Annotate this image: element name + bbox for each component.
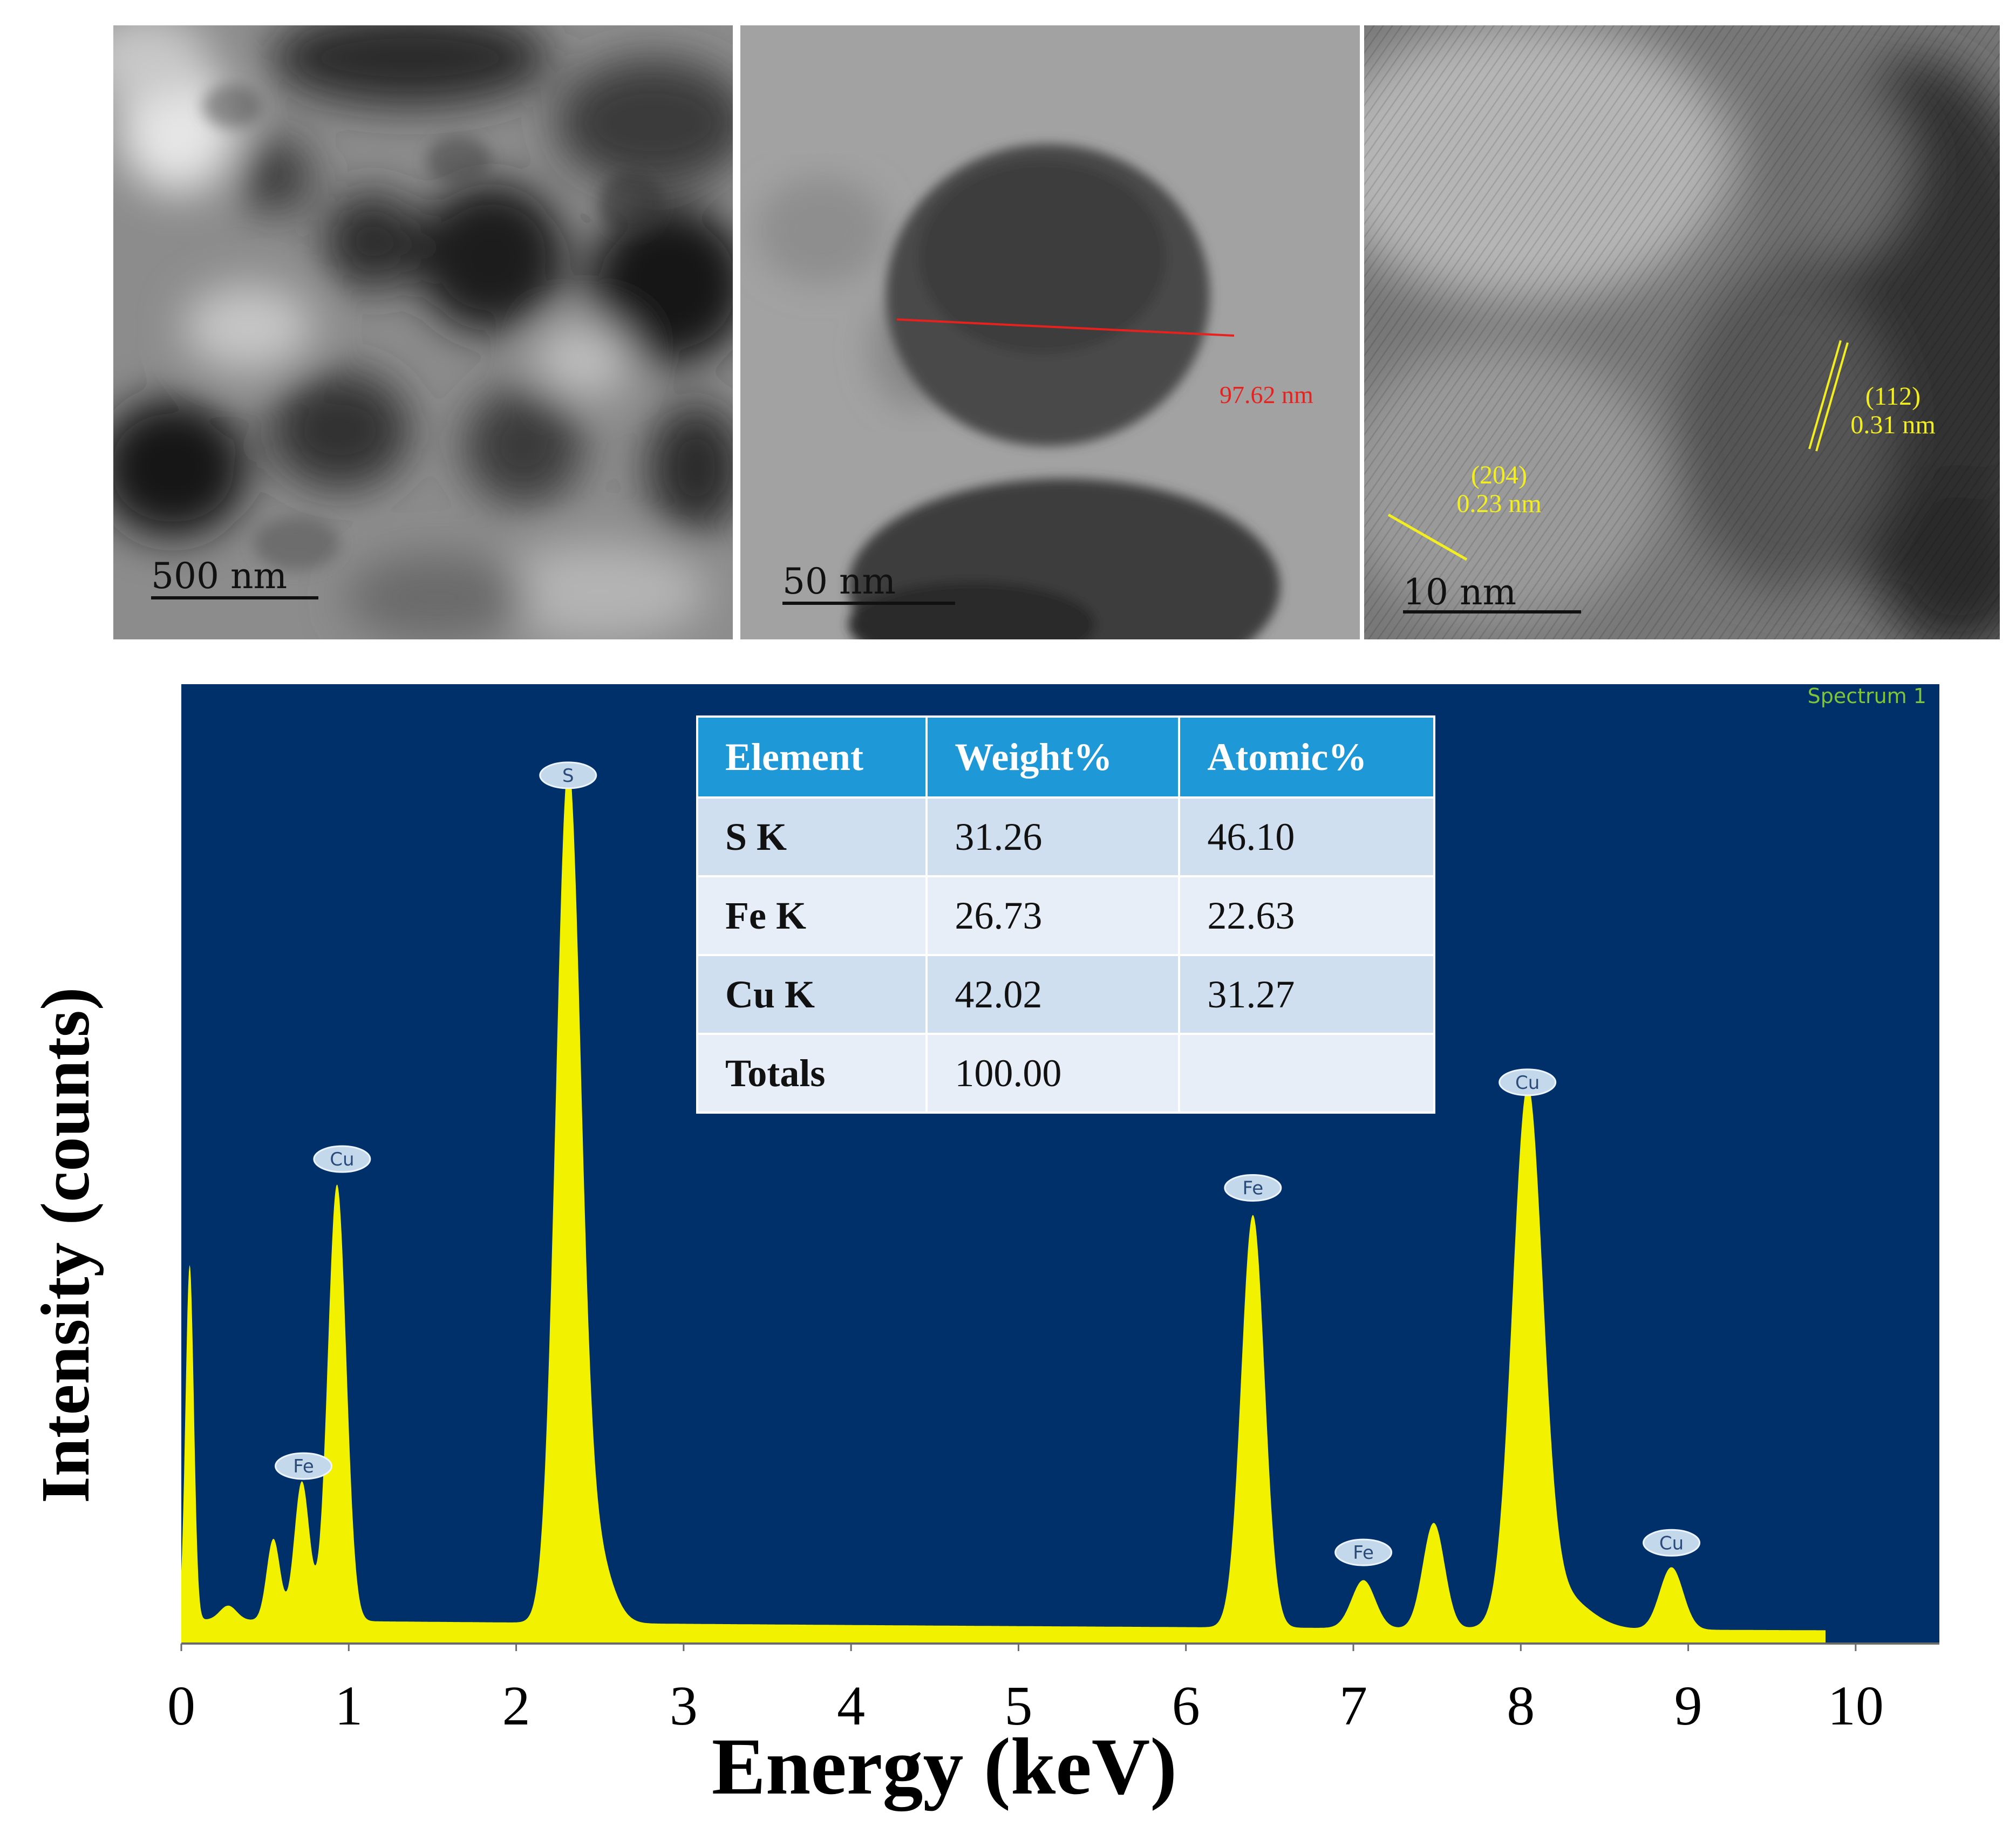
peak-label-badge bbox=[313, 1145, 371, 1173]
peak-label-text: Fe bbox=[293, 1456, 314, 1477]
table-header-row: Element Weight% Atomic% bbox=[696, 715, 1435, 799]
peak-label-badge bbox=[539, 761, 597, 789]
diameter-label: 97.62 nm bbox=[1220, 381, 1313, 408]
y-axis-title-text: Intensity (counts) bbox=[27, 987, 104, 1504]
scale-bar-label: 50 nm bbox=[782, 561, 896, 602]
fringe-label-112: (112) 0.31 nm bbox=[1823, 382, 1963, 440]
tem-texture-2 bbox=[740, 25, 1360, 639]
diameter-measure-line bbox=[896, 318, 1235, 337]
peak-label: Cu bbox=[1643, 1529, 1701, 1557]
peak-label: Cu bbox=[1499, 1068, 1557, 1096]
peak-label: Fe bbox=[275, 1452, 333, 1480]
peak-labels: Cu Fe S Fe Fe Cu Cu bbox=[275, 761, 1701, 1566]
table-cell-weight: 100.00 bbox=[925, 1033, 1181, 1114]
peak-label-badge bbox=[275, 1452, 333, 1480]
peak-label: Fe bbox=[1334, 1538, 1393, 1566]
scale-bar bbox=[151, 596, 318, 599]
table-cell-weight: 26.73 bbox=[925, 875, 1181, 956]
tem-texture-3 bbox=[1364, 25, 2000, 639]
fringe-spacing-023: 0.23 nm bbox=[1456, 489, 1542, 518]
peak-label-badge bbox=[1499, 1068, 1557, 1096]
tem-image-single-particle: 97.62 nm 50 nm bbox=[740, 25, 1360, 639]
x-ticks: 0 1 2 3 4 5 6 7 8 9 10 bbox=[167, 1644, 1884, 1737]
peak-label-badge bbox=[1224, 1174, 1282, 1202]
fringe-line-112-a bbox=[1808, 340, 1842, 449]
peak-label-text: Cu bbox=[330, 1149, 354, 1170]
spectrum-label: Spectrum 1 bbox=[1807, 684, 1926, 708]
peak-label: Cu bbox=[313, 1145, 371, 1173]
x-tick-label: 1 bbox=[335, 1675, 363, 1737]
peak-label-text: Fe bbox=[1353, 1542, 1374, 1564]
x-tick-label: 0 bbox=[167, 1675, 195, 1737]
table-row: Cu K 42.02 31.27 bbox=[696, 954, 1435, 1035]
table-header-atomic: Atomic% bbox=[1178, 715, 1435, 799]
table-cell-atomic: 46.10 bbox=[1178, 796, 1435, 877]
fringe-spacing-031: 0.31 nm bbox=[1850, 410, 1936, 439]
table-row: Fe K 26.73 22.63 bbox=[696, 875, 1435, 956]
table-header-element: Element bbox=[696, 715, 928, 799]
peak-label: Fe bbox=[1224, 1174, 1282, 1202]
scale-bar bbox=[782, 602, 955, 605]
table-cell-weight: 31.26 bbox=[925, 796, 1181, 877]
scale-bar bbox=[1403, 610, 1581, 613]
fringe-line-112-b bbox=[1815, 342, 1849, 452]
x-tick-label: 10 bbox=[1828, 1675, 1884, 1737]
x-tick-label: 5 bbox=[1004, 1675, 1032, 1737]
table-cell-element: S K bbox=[696, 796, 928, 877]
scale-bar-label: 10 nm bbox=[1403, 571, 1517, 613]
x-tick-label: 6 bbox=[1172, 1675, 1200, 1737]
table-cell-element: Fe K bbox=[696, 875, 928, 956]
tem-texture-1 bbox=[113, 25, 733, 639]
peak-label-badge bbox=[1643, 1529, 1701, 1557]
fringe-plane-204: (204) bbox=[1471, 461, 1527, 489]
x-tick-label: 7 bbox=[1339, 1675, 1367, 1737]
table-cell-atomic bbox=[1178, 1033, 1435, 1114]
table-cell-atomic: 22.63 bbox=[1178, 875, 1435, 956]
fringe-plane-112: (112) bbox=[1865, 382, 1921, 411]
table-header-weight: Weight% bbox=[925, 715, 1181, 799]
fringe-label-204: (204) 0.23 nm bbox=[1429, 461, 1569, 519]
table-cell-weight: 42.02 bbox=[925, 954, 1181, 1035]
x-tick-label: 3 bbox=[670, 1675, 698, 1737]
table-row: S K 31.26 46.10 bbox=[696, 796, 1435, 877]
table-cell-element: Totals bbox=[696, 1033, 928, 1114]
peak-label-text: Cu bbox=[1659, 1532, 1684, 1554]
x-axis-title: Energy (keV) bbox=[711, 1722, 1177, 1811]
x-tick-label: 8 bbox=[1507, 1675, 1535, 1737]
peak-label-text: Cu bbox=[1515, 1072, 1540, 1094]
tem-image-low-magnification: 500 nm bbox=[113, 25, 733, 639]
x-tick-label: 9 bbox=[1674, 1675, 1702, 1737]
peak-label-badge bbox=[1334, 1538, 1393, 1566]
x-tick-label: 4 bbox=[837, 1675, 865, 1737]
table-cell-atomic: 31.27 bbox=[1178, 954, 1435, 1035]
table-cell-element: Cu K bbox=[696, 954, 928, 1035]
spectrum-area bbox=[181, 762, 1826, 1644]
fringe-line-204 bbox=[1387, 513, 1468, 561]
table-row: Totals 100.00 bbox=[696, 1033, 1435, 1114]
scale-bar-label: 500 nm bbox=[151, 555, 288, 597]
peak-label-text: S bbox=[562, 765, 574, 787]
x-tick-label: 2 bbox=[502, 1675, 530, 1737]
peak-label: S bbox=[539, 761, 597, 789]
composition-table: Element Weight% Atomic% S K 31.26 46.10 … bbox=[696, 715, 1435, 1114]
tem-image-lattice-fringes: (112) 0.31 nm (204) 0.23 nm 10 nm bbox=[1364, 25, 2000, 639]
peak-label-text: Fe bbox=[1243, 1177, 1264, 1199]
